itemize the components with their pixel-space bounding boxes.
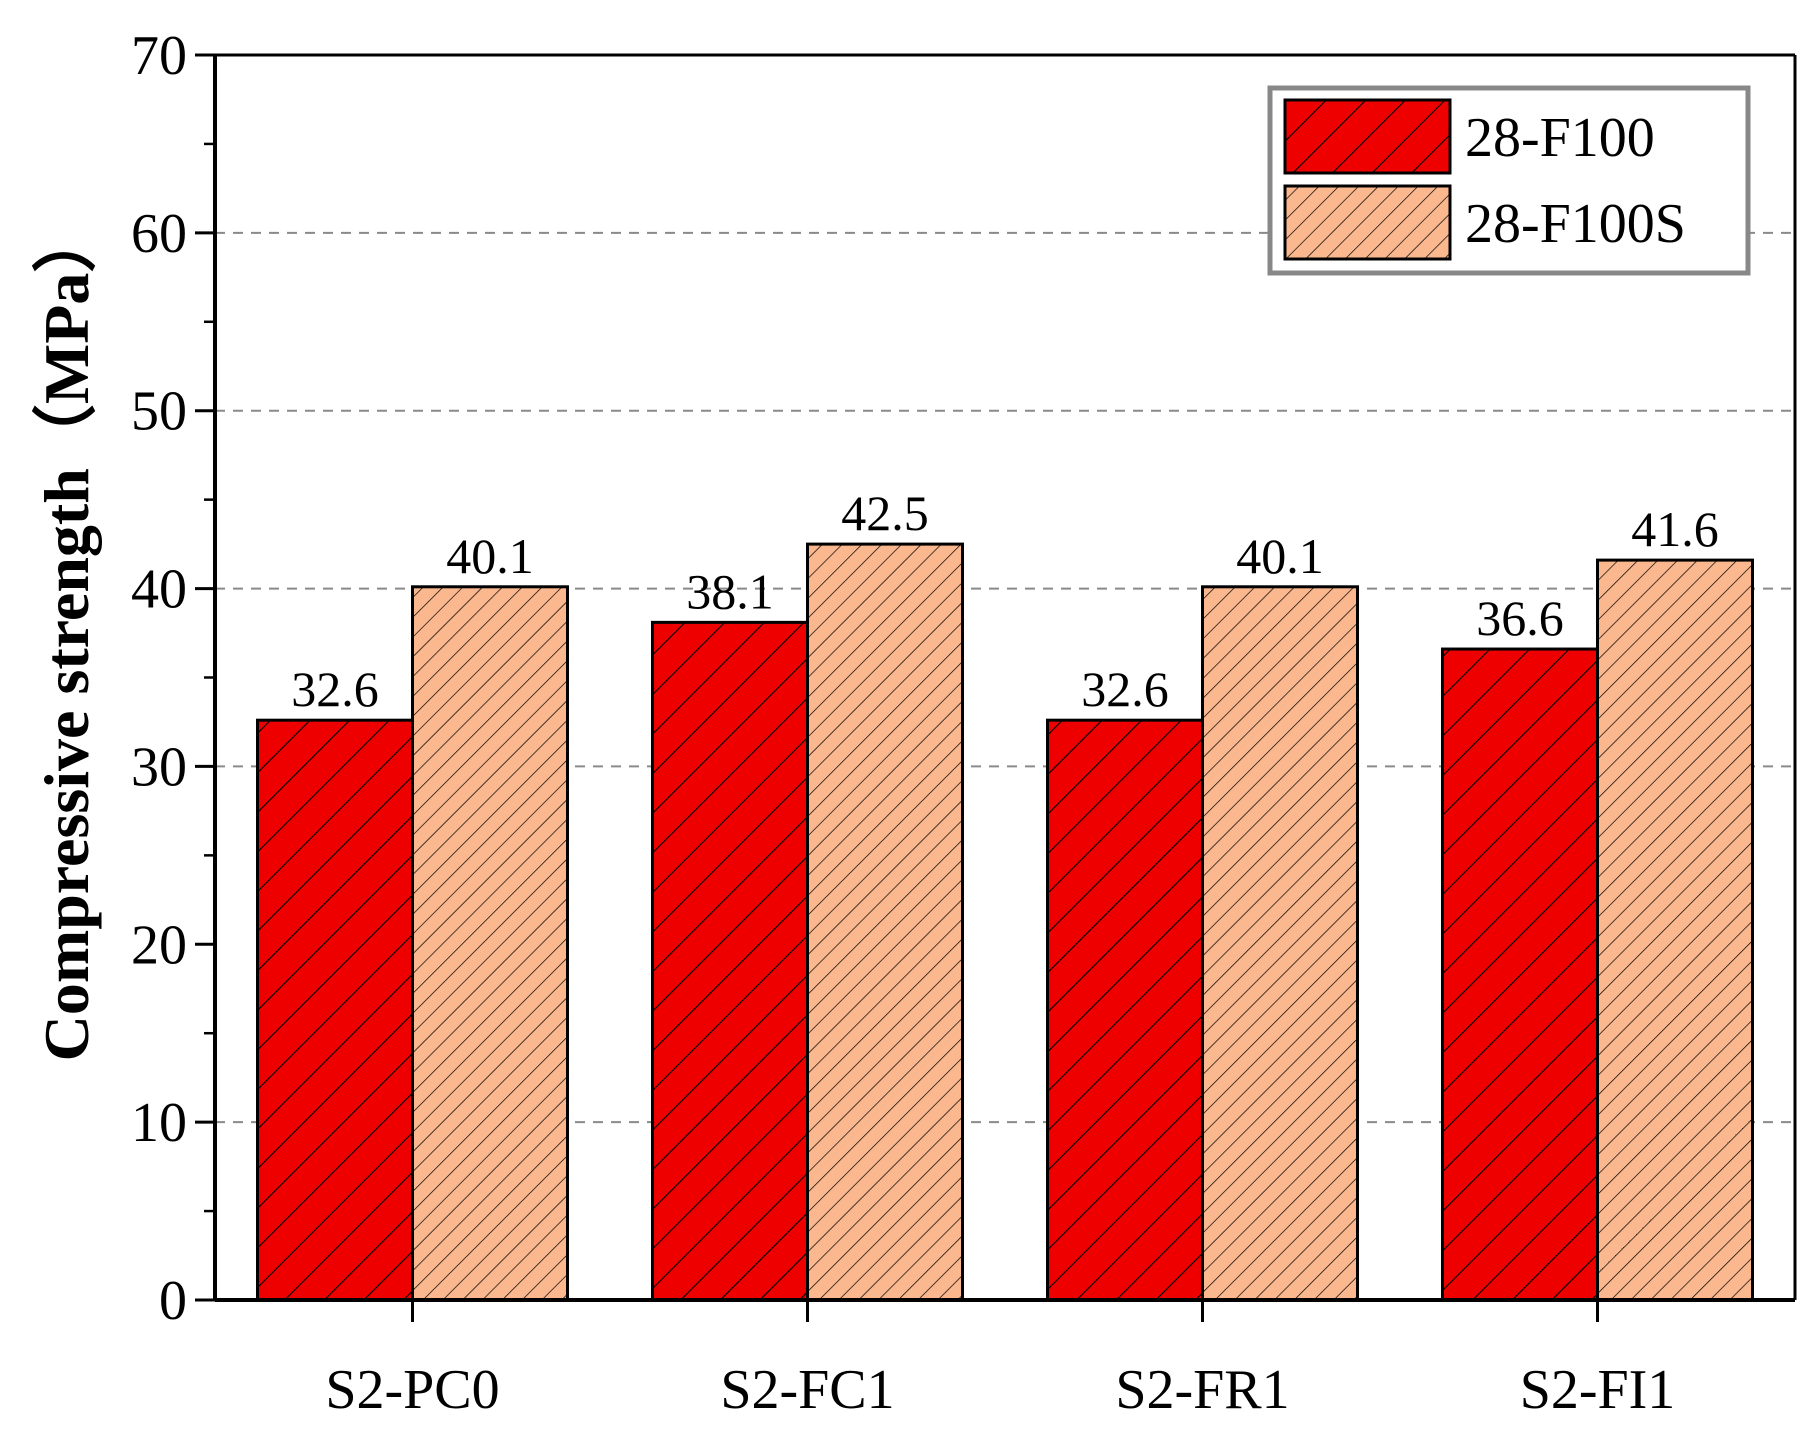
bar-outline-28-F100-S2-FC1 <box>651 620 809 1302</box>
data-label: 38.1 <box>686 563 774 619</box>
legend-swatch-outline <box>1283 98 1452 175</box>
legend-label: 28-F100 <box>1465 107 1655 169</box>
bar-outline-28-F100S-S2-FR1 <box>1201 585 1359 1302</box>
bar-outline-28-F100S-S2-FC1 <box>806 542 964 1302</box>
bar-outline-28-F100-S2-FI1 <box>1441 647 1599 1302</box>
data-label: 32.6 <box>1081 661 1169 717</box>
legend: 28-F100 28-F100S <box>1267 85 1751 276</box>
x-tick-label: S2-FR1 <box>1115 1359 1289 1421</box>
y-axis-label: Compressive strength（MPa） <box>31 209 102 1062</box>
data-label: 40.1 <box>1236 528 1324 584</box>
x-tick-label: S2-PC0 <box>325 1359 499 1421</box>
data-label: 40.1 <box>446 528 534 584</box>
y-tick-label: 70 <box>131 25 187 87</box>
bar-outline-28-F100S-S2-FI1 <box>1596 558 1754 1302</box>
y-tick-label: 10 <box>131 1092 187 1154</box>
y-tick-label: 50 <box>131 381 187 443</box>
y-tick-label: 40 <box>131 559 187 621</box>
y-tick-label: 0 <box>159 1270 187 1332</box>
y-tick-label: 20 <box>131 914 187 976</box>
data-label: 41.6 <box>1631 501 1719 557</box>
labels: 32.6 40.1 S2-PC0 38.1 42.5 S2-FC1 32.6 40.1 S2-F… <box>131 25 1719 1421</box>
bar-outline-28-F100-S2-FR1 <box>1046 718 1204 1302</box>
legend-label: 28-F100S <box>1465 193 1686 255</box>
data-label: 36.6 <box>1476 590 1564 646</box>
x-tick-label: S2-FC1 <box>720 1359 894 1421</box>
y-tick-label: 60 <box>131 203 187 265</box>
legend-swatch-outline <box>1283 184 1452 261</box>
x-tick-label: S2-FI1 <box>1520 1359 1676 1421</box>
bars <box>256 542 1754 1302</box>
data-label: 42.5 <box>841 485 929 541</box>
data-label: 32.6 <box>291 661 379 717</box>
y-tick-label: 30 <box>131 736 187 798</box>
bar-outline-28-F100-S2-PC0 <box>256 718 414 1302</box>
axes <box>195 53 1797 1322</box>
bar-outline-28-F100S-S2-PC0 <box>411 585 569 1302</box>
